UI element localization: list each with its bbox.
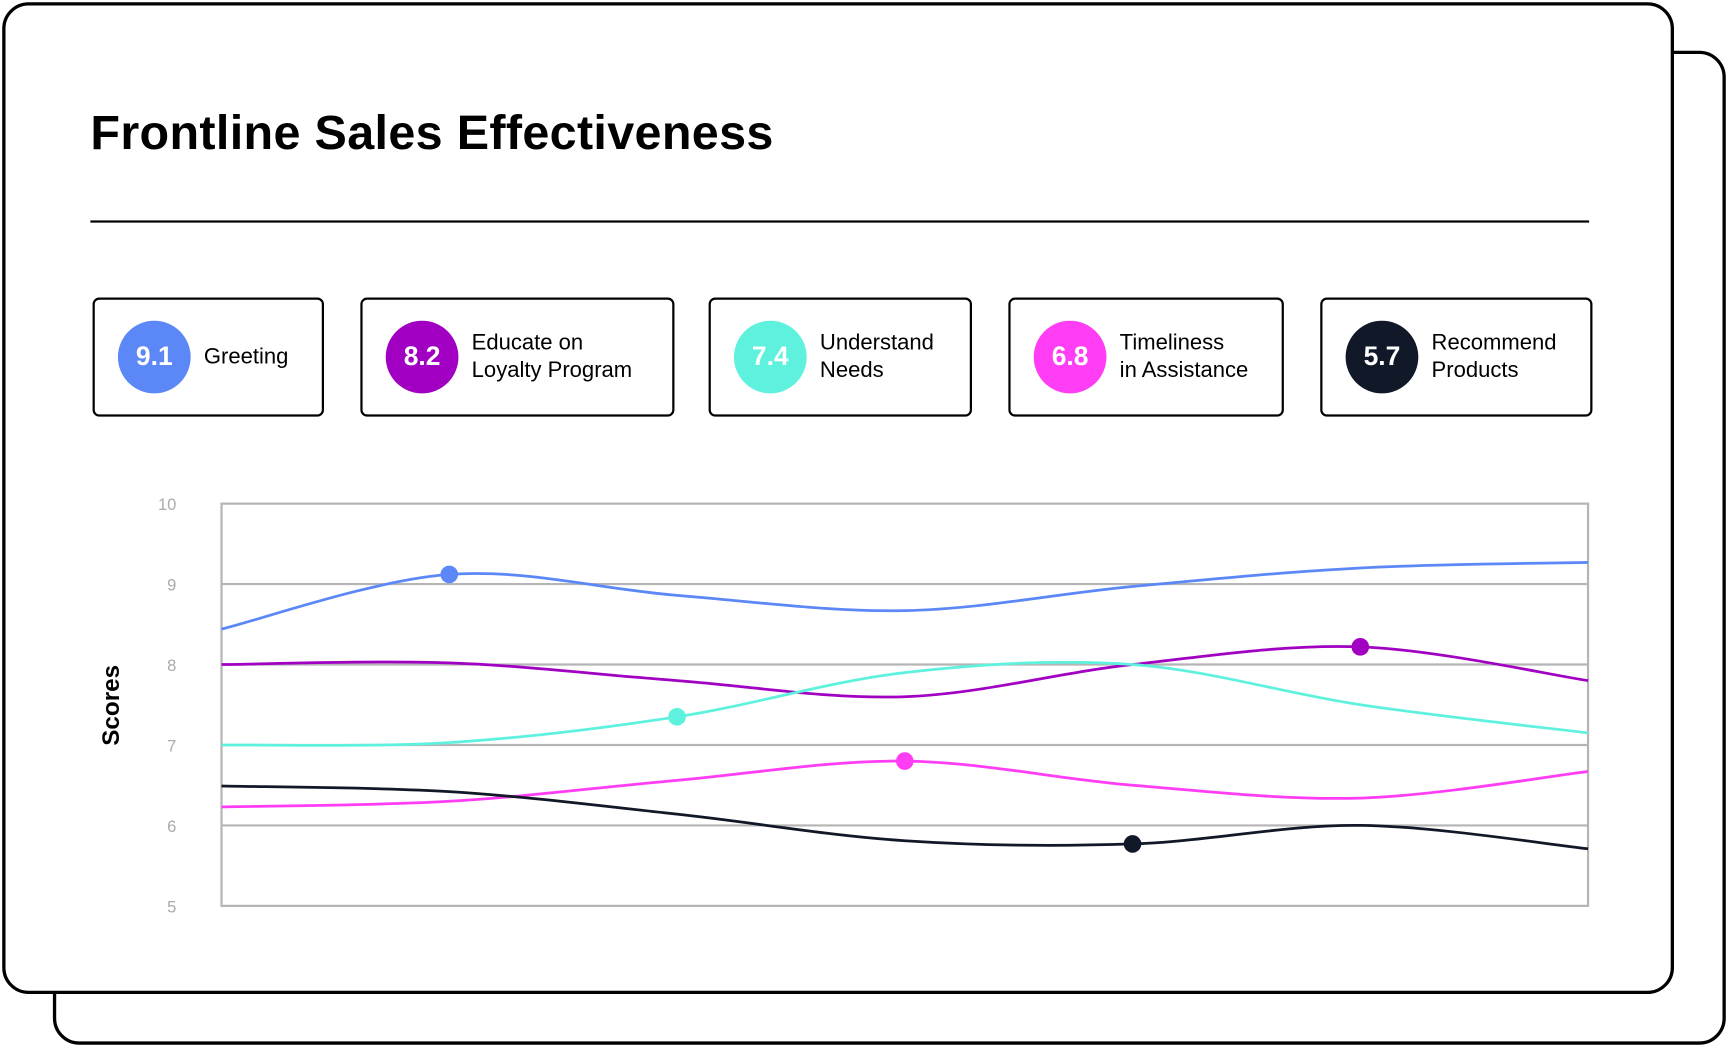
- series-marker-4: [1123, 835, 1142, 853]
- y-tick-label: 5: [167, 897, 176, 916]
- kpi-label: Timeliness in Assistance: [1119, 330, 1249, 383]
- y-axis-label: Scores: [98, 665, 125, 746]
- kpi-value-badge: 6.8: [1033, 320, 1107, 394]
- page-title: Frontline Sales Effectiveness: [90, 105, 774, 160]
- kpi-card-loyalty: 8.2 Educate on Loyalty Program: [360, 297, 675, 417]
- kpi-card-needs: 7.4 Understand Needs: [708, 297, 972, 417]
- y-tick-label: 8: [167, 656, 176, 675]
- series-marker-1: [1351, 638, 1370, 656]
- kpi-value-badge: 8.2: [385, 320, 459, 394]
- series-line-4: [221, 784, 1589, 851]
- kpi-card-timeliness: 6.8 Timeliness in Assistance: [1008, 297, 1284, 417]
- kpi-label: Recommend Products: [1431, 330, 1557, 383]
- kpi-value-badge: 9.1: [117, 320, 191, 394]
- y-tick-label: 6: [167, 817, 176, 836]
- kpi-value-badge: 7.4: [733, 320, 807, 394]
- series-marker-3: [895, 752, 914, 770]
- series-marker-0: [440, 565, 459, 584]
- kpi-label: Greeting: [203, 344, 289, 369]
- y-tick-label: 10: [158, 495, 176, 514]
- kpi-label: Understand Needs: [819, 330, 934, 383]
- series-marker-2: [668, 708, 686, 726]
- y-tick-label: 7: [167, 737, 176, 756]
- kpi-card-greeting: 9.1 Greeting: [92, 297, 324, 417]
- y-tick-label: 9: [167, 576, 176, 595]
- dashboard-card: [2, 2, 1674, 995]
- kpi-label: Educate on Loyalty Program: [471, 330, 633, 383]
- kpi-value-badge: 5.7: [1345, 320, 1419, 394]
- series-line-0: [221, 560, 1589, 631]
- kpi-card-recommend: 5.7 Recommend Products: [1320, 297, 1593, 417]
- divider: [90, 220, 1590, 223]
- plot-frame: [220, 502, 1590, 907]
- series-line-2: [221, 660, 1589, 747]
